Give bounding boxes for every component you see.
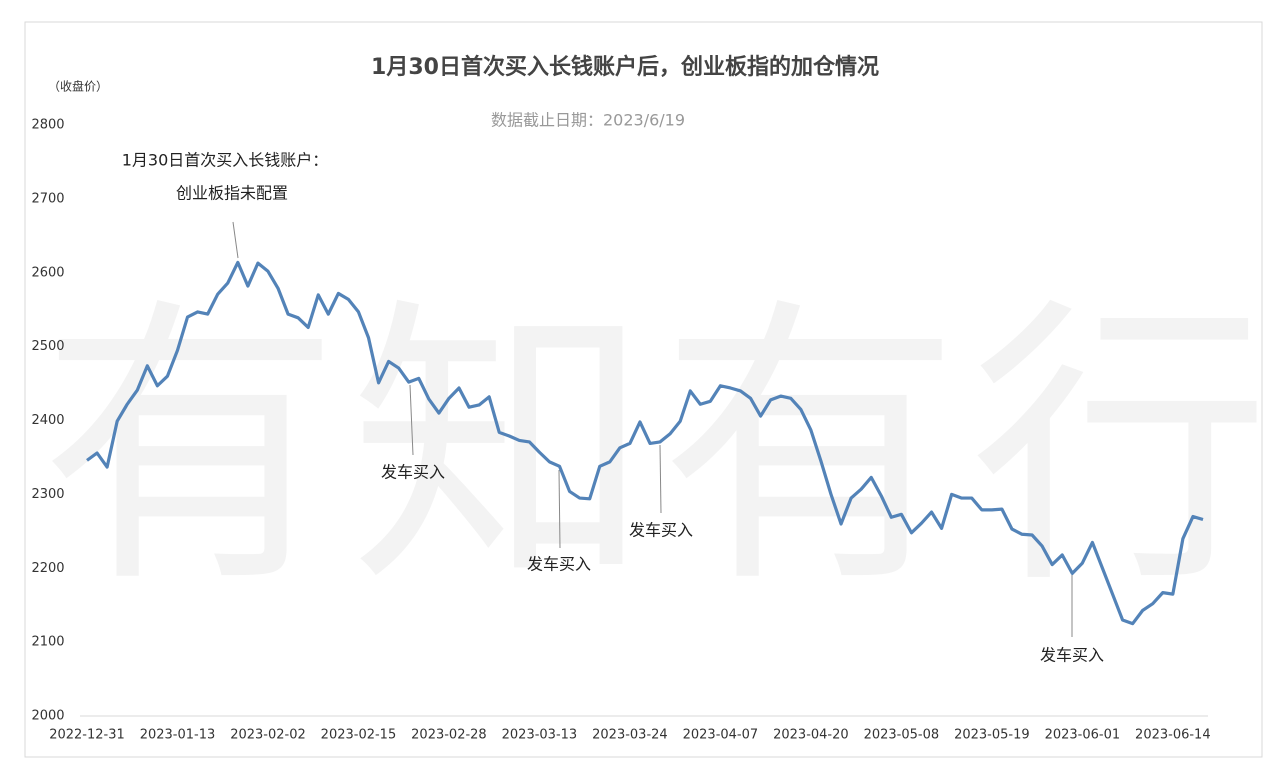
annotation: 创业板指未配置	[176, 184, 288, 203]
x-tick-label: 2023-02-28	[411, 728, 487, 743]
y-tick-label: 2700	[31, 191, 64, 206]
x-tick-label: 2023-02-02	[230, 728, 306, 743]
annotation: 发车买入	[527, 555, 591, 574]
y-axis-label: （收盘价）	[48, 79, 108, 94]
line-series	[86, 260, 1204, 626]
y-tick-label: 2300	[31, 487, 64, 502]
annotation: 1月30日首次买入长钱账户：	[122, 151, 329, 170]
annotation-leader	[409, 384, 414, 456]
chart-frame	[24, 21, 1263, 758]
x-tick-label: 2023-04-07	[683, 728, 759, 743]
annotation-leader	[659, 444, 662, 514]
x-tick-label: 2023-05-08	[864, 728, 940, 743]
annotation: 发车买入	[629, 521, 693, 540]
x-tick-label: 2023-03-13	[502, 728, 578, 743]
x-tick-label: 2023-06-14	[1135, 728, 1211, 743]
y-tick-label: 2000	[31, 709, 64, 724]
y-tick-label: 2400	[31, 413, 64, 428]
x-tick-label: 2023-05-19	[954, 728, 1030, 743]
x-tick-label: 2023-01-13	[140, 728, 216, 743]
annotation-leader	[558, 469, 561, 549]
annotation-leader	[232, 221, 239, 259]
y-tick-label: 2100	[31, 635, 64, 650]
x-tick-label: 2022-12-31	[49, 728, 125, 743]
x-tick-label: 2023-04-20	[773, 728, 849, 743]
annotation: 发车买入	[381, 463, 445, 482]
chart-title: 1月30日首次买入长钱账户后，创业板指的加仓情况	[371, 54, 879, 80]
y-tick-label: 2200	[31, 561, 64, 576]
chart-subtitle: 数据截止日期：2023/6/19	[491, 111, 685, 130]
x-tick-label: 2023-06-01	[1045, 728, 1121, 743]
x-tick-label: 2023-03-24	[592, 728, 668, 743]
y-tick-label: 2800	[31, 118, 64, 133]
annotation: 发车买入	[1040, 646, 1104, 665]
x-tick-label: 2023-02-15	[321, 728, 397, 743]
y-tick-label: 2500	[31, 339, 64, 354]
y-tick-label: 2600	[31, 265, 64, 280]
